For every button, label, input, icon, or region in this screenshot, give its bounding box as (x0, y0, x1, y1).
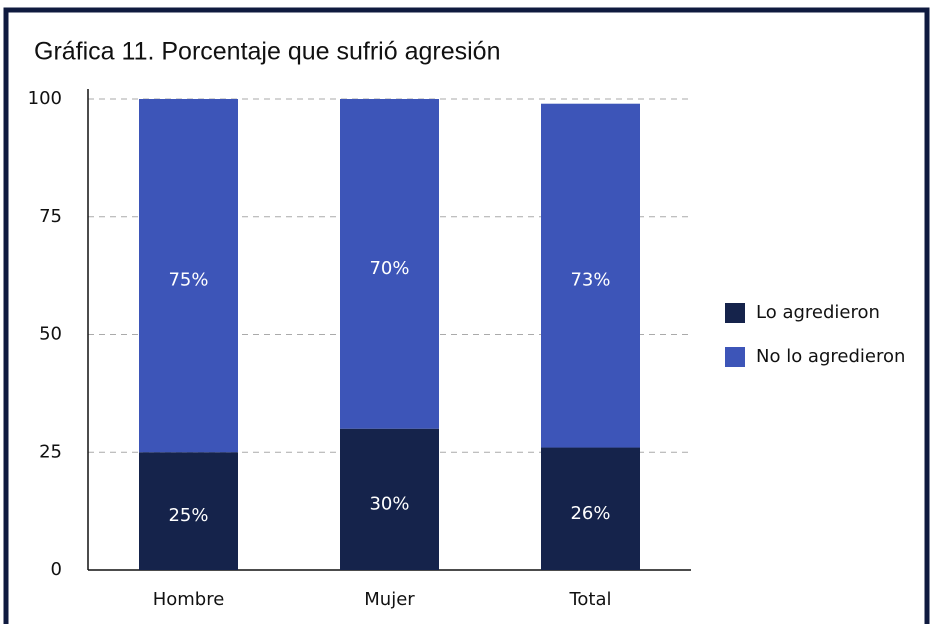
data-label: 25% (168, 505, 208, 526)
chart-title: Gráfica 11. Porcentaje que sufrió agresi… (34, 38, 500, 66)
data-label: 70% (369, 258, 409, 279)
bar-segment (139, 99, 238, 453)
y-tick-label: 25 (39, 441, 62, 462)
frame (3, 7, 930, 624)
bar-segment (139, 452, 238, 570)
x-tick-label: Hombre (153, 589, 225, 610)
bar-segment (340, 428, 439, 570)
bar-segment (340, 99, 439, 429)
legend-label: No lo agredieron (756, 346, 905, 367)
legend-label: Lo agredieron (756, 302, 880, 323)
y-tick-label: 0 (51, 559, 62, 580)
y-tick-label: 75 (39, 206, 62, 227)
data-label: 73% (570, 270, 610, 291)
x-tick-label: Mujer (364, 589, 415, 610)
legend-swatch (725, 347, 745, 367)
data-label: 30% (369, 493, 409, 514)
y-tick-label: 50 (39, 324, 62, 345)
data-label: 26% (570, 503, 610, 524)
bar-segment (541, 103, 640, 448)
x-tick-label: Total (568, 589, 611, 610)
bar-segment (541, 447, 640, 570)
y-tick-label: 100 (28, 88, 62, 109)
data-label: 75% (168, 270, 208, 291)
legend-swatch (725, 303, 745, 323)
